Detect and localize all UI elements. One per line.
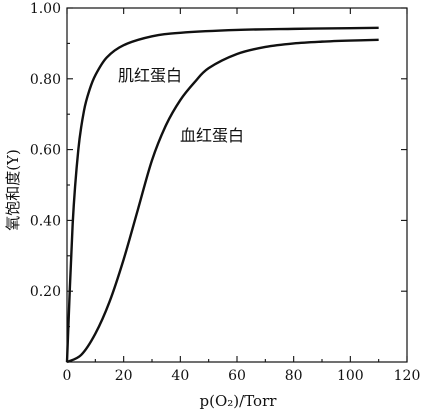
y-tick-label: 0.20 bbox=[30, 284, 61, 300]
x-tick-label: 120 bbox=[394, 368, 421, 384]
y-tick-label: 1.00 bbox=[30, 1, 61, 17]
y-tick-label: 0.60 bbox=[30, 143, 61, 159]
y-tick-label: 0.40 bbox=[30, 213, 61, 229]
series-label-myoglobin: 肌红蛋白 bbox=[118, 66, 182, 85]
x-tick-label: 40 bbox=[171, 368, 189, 384]
x-tick-label: 60 bbox=[228, 368, 246, 384]
series-group bbox=[65, 26, 379, 364]
x-tick-label: 100 bbox=[337, 368, 364, 384]
plot-frame bbox=[66, 7, 408, 363]
axes bbox=[66, 7, 408, 363]
y-tick-label: 0.80 bbox=[30, 72, 61, 88]
series-line-hemoglobin bbox=[66, 38, 379, 364]
ticks: 0 20 40 60 80 100 120 0.20 0.40 0.60 0.80 1.00 bbox=[30, 1, 421, 384]
series-line-myoglobin bbox=[65, 26, 379, 363]
x-tick-label: 20 bbox=[115, 368, 133, 384]
series-label-hemoglobin: 血红蛋白 bbox=[180, 126, 244, 145]
x-tick-label: 80 bbox=[285, 368, 303, 384]
x-tick-label: 0 bbox=[63, 368, 72, 384]
y-axis-label: 氧饱和度(Y) bbox=[4, 149, 22, 231]
x-axis-label: p(O₂)/Torr bbox=[200, 392, 278, 410]
